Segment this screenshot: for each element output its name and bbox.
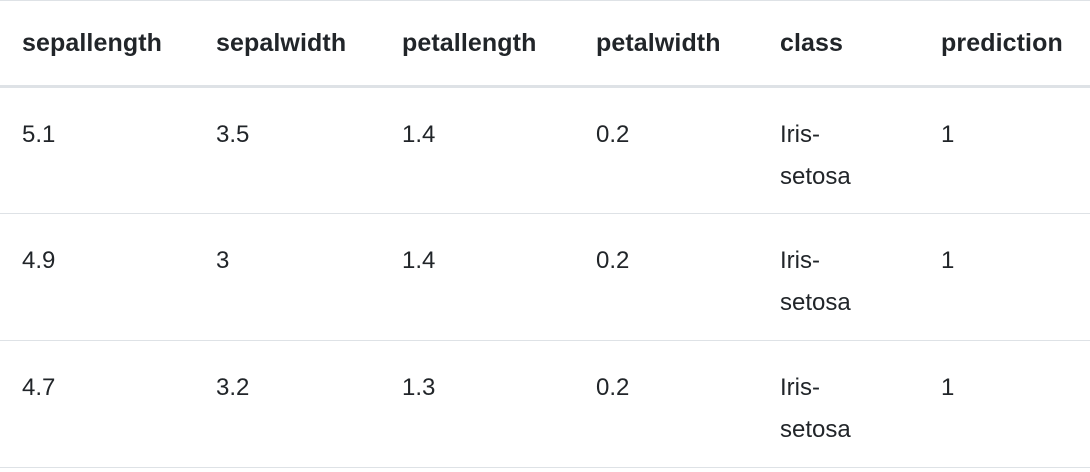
cell-prediction: 1: [941, 374, 955, 401]
table-body: 5.1 3.5 1.4 0.2 Iris-setosa 1 4.9 3 1.4 …: [0, 87, 1090, 468]
cell-sepallength: 4.9: [22, 247, 56, 274]
cell-petallength: 1.4: [402, 121, 436, 148]
cell-petalwidth: 0.2: [596, 121, 630, 148]
column-header-sepallength: sepallength: [22, 28, 163, 57]
cell-petallength: 1.4: [402, 247, 436, 274]
cell-sepalwidth: 3.5: [216, 121, 250, 148]
table-row: 4.7 3.2 1.3 0.2 Iris-setosa 1: [0, 341, 1090, 468]
cell-petalwidth: 0.2: [596, 374, 630, 401]
cell-class: Iris-setosa: [758, 341, 919, 468]
class-label: Iris-setosa: [780, 247, 851, 316]
column-header-petalwidth: petalwidth: [596, 28, 721, 57]
table-row: 4.9 3 1.4 0.2 Iris-setosa 1: [0, 214, 1090, 341]
cell-sepalwidth: 3: [216, 247, 230, 274]
column-header-class: class: [780, 28, 844, 57]
class-label: Iris-setosa: [780, 374, 851, 443]
cell-sepallength: 4.7: [22, 374, 56, 401]
cell-prediction: 1: [941, 247, 955, 274]
header-row: sepallength sepalwidth petallength petal…: [0, 0, 1090, 87]
class-label: Iris-setosa: [780, 121, 851, 190]
cell-prediction: 1: [941, 121, 955, 148]
table-row: 5.1 3.5 1.4 0.2 Iris-setosa 1: [0, 87, 1090, 214]
cell-petalwidth: 0.2: [596, 247, 630, 274]
table-header: sepallength sepalwidth petallength petal…: [0, 0, 1090, 87]
column-header-sepalwidth: sepalwidth: [216, 28, 347, 57]
column-header-prediction: prediction: [941, 28, 1063, 57]
cell-sepalwidth: 3.2: [216, 374, 250, 401]
cell-class: Iris-setosa: [758, 87, 919, 214]
cell-sepallength: 5.1: [22, 121, 56, 148]
cell-petallength: 1.3: [402, 374, 436, 401]
column-header-petallength: petallength: [402, 28, 537, 57]
cell-class: Iris-setosa: [758, 214, 919, 341]
